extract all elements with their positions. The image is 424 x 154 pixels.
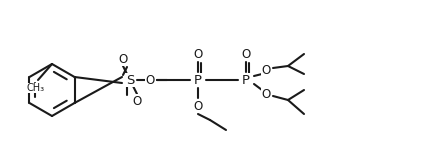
Text: O: O [193,99,203,113]
Text: O: O [261,87,271,101]
Text: S: S [126,73,134,87]
Text: O: O [193,47,203,61]
Text: O: O [241,47,251,61]
Text: O: O [145,73,155,87]
Text: P: P [242,73,250,87]
Text: P: P [194,73,202,87]
Text: CH₃: CH₃ [27,83,45,93]
Text: O: O [118,53,128,65]
Text: O: O [132,95,142,107]
Text: O: O [261,63,271,77]
